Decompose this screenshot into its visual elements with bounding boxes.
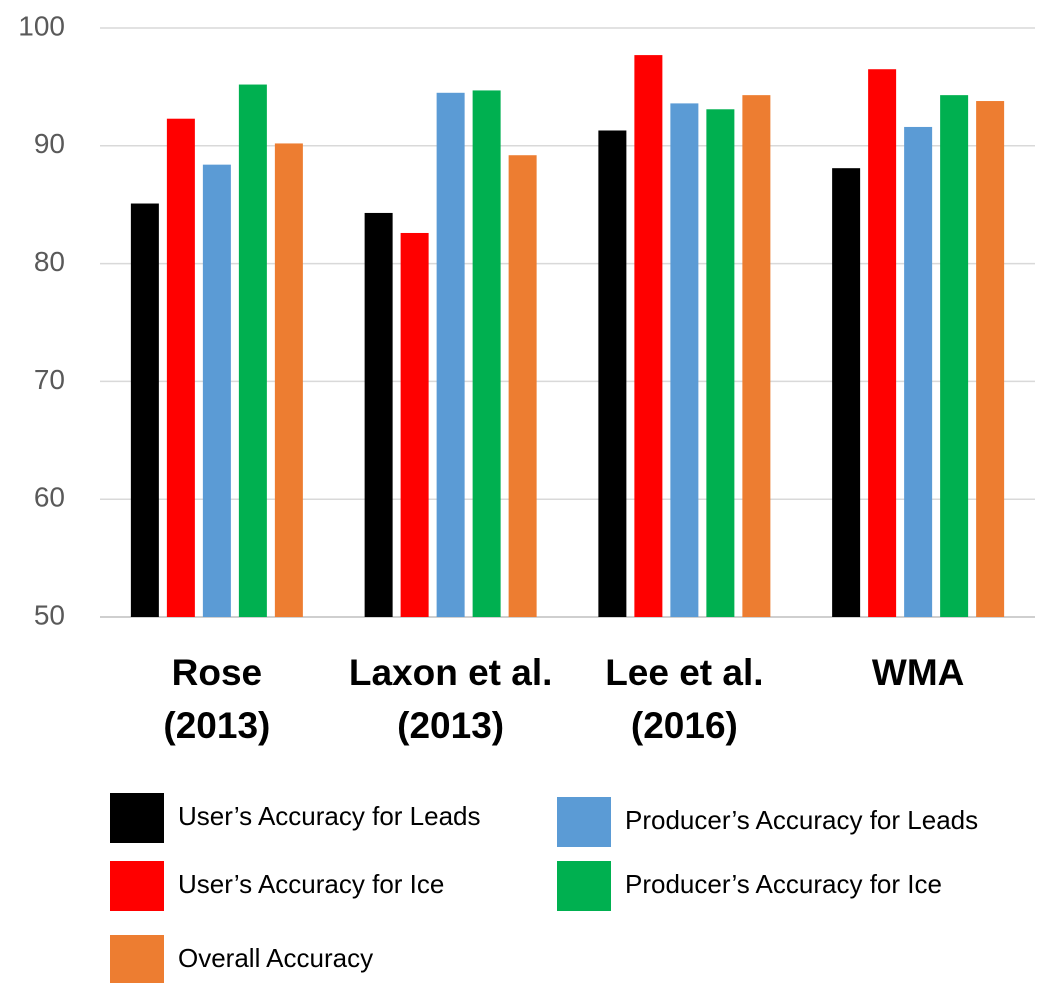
- bar: [274, 143, 303, 617]
- y-tick-label: 60: [34, 482, 65, 513]
- x-tick-label: Laxon et al.: [349, 652, 553, 693]
- bar: [706, 109, 735, 618]
- bar: [670, 103, 699, 618]
- bar: [472, 90, 501, 617]
- x-tick-label: Rose: [172, 652, 262, 693]
- legend-label: User’s Accuracy for Leads: [178, 801, 481, 831]
- legend-swatch: [110, 935, 164, 983]
- bar: [868, 69, 897, 618]
- x-tick-label: WMA: [872, 652, 964, 693]
- legend-swatch: [557, 861, 611, 911]
- x-tick-label: (2013): [163, 705, 270, 746]
- y-tick-label: 90: [34, 128, 65, 159]
- legend-label: User’s Accuracy for Ice: [178, 869, 444, 899]
- x-tick-label: (2013): [397, 705, 504, 746]
- legend-swatch: [110, 793, 164, 843]
- bar: [976, 101, 1005, 617]
- bar: [436, 92, 465, 618]
- bar: [166, 118, 195, 618]
- bar: [508, 155, 537, 617]
- y-tick-label: 80: [34, 246, 65, 277]
- bar: [238, 84, 267, 617]
- y-tick-label: 70: [34, 364, 65, 395]
- bar: [202, 164, 231, 617]
- bar: [940, 95, 969, 618]
- bar: [598, 130, 627, 617]
- y-tick-label: 100: [18, 10, 65, 41]
- bar: [364, 212, 393, 618]
- bar: [634, 55, 663, 618]
- bar: [832, 168, 861, 617]
- legend-swatch: [557, 797, 611, 847]
- bar: [400, 232, 429, 618]
- bar: [742, 95, 771, 618]
- bar: [130, 203, 159, 617]
- x-tick-label: Lee et al.: [605, 652, 763, 693]
- legend-label: Overall Accuracy: [178, 943, 373, 973]
- x-tick-label: (2016): [631, 705, 738, 746]
- legend-swatch: [110, 861, 164, 911]
- bar: [904, 126, 933, 618]
- y-tick-label: 50: [34, 599, 65, 630]
- legend-label: Producer’s Accuracy for Leads: [625, 805, 978, 835]
- legend-label: Producer’s Accuracy for Ice: [625, 869, 942, 899]
